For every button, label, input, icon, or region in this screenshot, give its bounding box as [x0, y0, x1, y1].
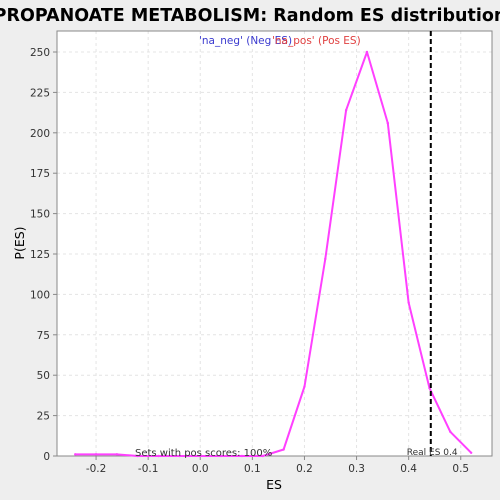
- x-tick-label: 0.1: [244, 463, 261, 475]
- data-point: [386, 121, 390, 125]
- y-tick-label: 150: [30, 209, 50, 221]
- data-point: [240, 454, 244, 458]
- data-point: [115, 453, 119, 456]
- y-tick-label: 200: [30, 128, 50, 140]
- data-point: [365, 50, 369, 54]
- data-point: [407, 301, 410, 304]
- series-line: [75, 51, 472, 457]
- x-tick-label: -0.1: [138, 463, 159, 475]
- y-tick-label: 50: [37, 370, 50, 382]
- data-point: [344, 108, 348, 112]
- data-point: [178, 454, 181, 458]
- y-tick-label: 100: [30, 289, 50, 301]
- data-point: [324, 257, 327, 261]
- y-tick-label: 250: [30, 47, 50, 59]
- y-tick-label: 125: [30, 249, 50, 261]
- y-tick-label: 25: [37, 411, 50, 423]
- pos-scores-annotation: Sets with pos scores: 100%: [135, 448, 272, 459]
- y-tick-label: 75: [37, 330, 50, 342]
- y-tick-label: 225: [30, 87, 50, 99]
- x-tick-label: 0.3: [348, 463, 365, 475]
- plot-area: [57, 31, 492, 456]
- data-point: [261, 454, 264, 458]
- x-axis-label: ES: [266, 477, 282, 492]
- data-point: [303, 385, 306, 388]
- data-point: [449, 430, 452, 433]
- x-tick-label: 0.0: [192, 463, 209, 475]
- y-tick-label: 0: [43, 451, 50, 463]
- y-axis-label: P(ES): [12, 226, 27, 259]
- x-tick-label: 0.4: [400, 463, 417, 475]
- data-point: [469, 451, 473, 454]
- real-es-label: Real ES 0.4: [407, 448, 458, 458]
- x-tick-label: -0.2: [86, 463, 107, 475]
- legend-neg: 'na_neg' (Neg ES): [199, 35, 292, 47]
- x-tick-label: 0.5: [452, 463, 469, 475]
- axes: [56, 30, 493, 457]
- ticks: -0.2 -0.1 0.0 0.1 0.2 0.3 0.4 0.5 0 25 50 75 100 125 1…: [30, 47, 469, 475]
- data-point: [219, 454, 223, 458]
- legend-pos: 'na_pos' (Pos ES): [272, 35, 361, 47]
- grid: [57, 31, 492, 457]
- data-point: [74, 453, 77, 456]
- plot-border: [56, 30, 493, 457]
- data-point: [136, 454, 139, 458]
- series-layer: [74, 50, 473, 458]
- data-point: [199, 454, 202, 458]
- data-point: [282, 448, 285, 451]
- chart-title: PROPANOATE METABOLISM: Random ES distrib…: [0, 6, 500, 26]
- y-tick-label: 175: [30, 168, 50, 180]
- real-es-layer: Real ES 0.4: [407, 31, 458, 458]
- data-point: [157, 454, 160, 458]
- data-point: [94, 453, 98, 456]
- x-tick-label: 0.2: [296, 463, 313, 475]
